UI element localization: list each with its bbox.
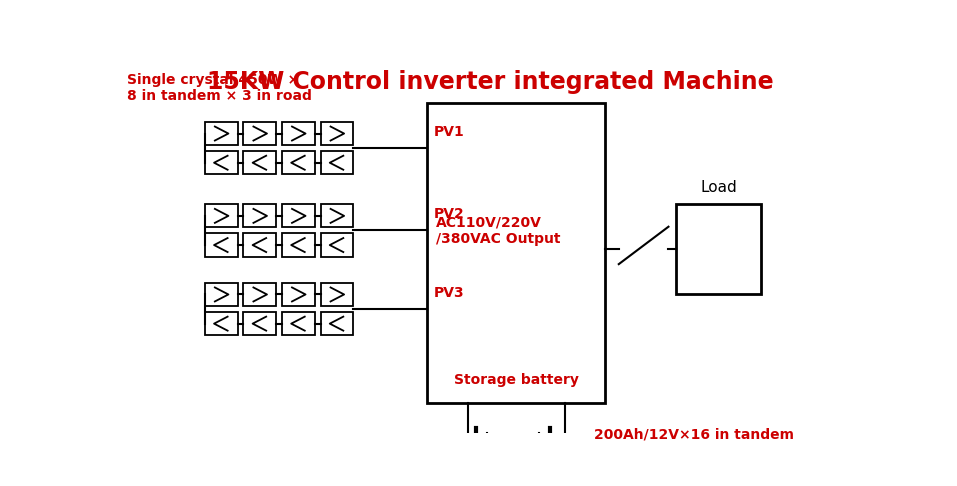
- Bar: [205, 233, 237, 257]
- Text: Storage battery: Storage battery: [454, 373, 579, 387]
- Bar: [282, 283, 315, 306]
- Bar: [243, 233, 277, 257]
- Bar: [243, 122, 277, 145]
- Bar: [205, 283, 237, 306]
- Bar: [282, 312, 315, 335]
- Bar: [321, 233, 353, 257]
- Bar: [205, 312, 237, 335]
- Text: Load: Load: [701, 180, 737, 195]
- Bar: [428, 103, 606, 402]
- Bar: [321, 312, 353, 335]
- Text: PV3: PV3: [434, 286, 464, 300]
- Bar: [205, 204, 237, 227]
- Bar: [321, 283, 353, 306]
- Text: PV1: PV1: [434, 125, 464, 139]
- Bar: [243, 312, 277, 335]
- Bar: [243, 283, 277, 306]
- Text: PV2: PV2: [434, 207, 464, 221]
- Bar: [282, 233, 315, 257]
- Bar: [282, 204, 315, 227]
- Bar: [321, 122, 353, 145]
- Text: 15KW Control inverter integrated Machine: 15KW Control inverter integrated Machine: [207, 69, 774, 93]
- Bar: [282, 151, 315, 174]
- Bar: [321, 204, 353, 227]
- Bar: [321, 151, 353, 174]
- Text: Single crystal 450W ×
8 in tandem × 3 in road: Single crystal 450W × 8 in tandem × 3 in…: [127, 73, 312, 104]
- Bar: [676, 204, 761, 294]
- Text: AC110V/220V
/380VAC Output: AC110V/220V /380VAC Output: [436, 215, 561, 245]
- Bar: [282, 122, 315, 145]
- Bar: [205, 151, 237, 174]
- Bar: [243, 151, 277, 174]
- Bar: [205, 122, 237, 145]
- Text: 200Ah/12V×16 in tandem: 200Ah/12V×16 in tandem: [594, 427, 794, 441]
- Bar: [243, 204, 277, 227]
